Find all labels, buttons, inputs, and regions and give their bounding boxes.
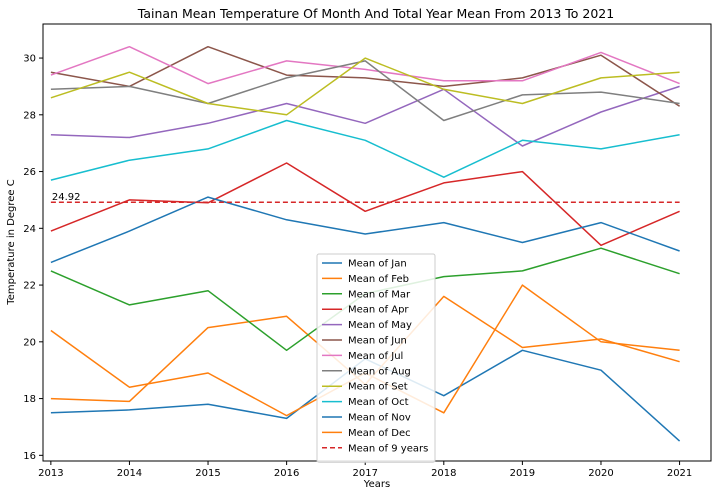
- legend-label: Mean of Aug: [348, 366, 411, 377]
- y-tick-label: 16: [23, 451, 36, 462]
- legend-label: Mean of Jul: [348, 351, 403, 362]
- legend-label: Mean of Feb: [348, 274, 409, 285]
- x-tick-label: 2019: [510, 468, 535, 479]
- x-tick-label: 2017: [352, 468, 377, 479]
- legend-label: Mean of Apr: [348, 305, 409, 316]
- y-tick-label: 28: [23, 110, 36, 121]
- y-tick-label: 30: [23, 54, 36, 65]
- legend: Mean of Jan Mean of Feb Mean of Mar Mean of…: [316, 253, 436, 463]
- series-line-8: [50, 60, 680, 122]
- x-tick-label: 2021: [667, 468, 692, 479]
- x-tick-label: 2014: [117, 468, 142, 479]
- legend-label: Mean of Dec: [348, 428, 411, 439]
- y-axis-label: Temperature in Degree C: [6, 179, 17, 305]
- legend-label: Mean of Set: [348, 382, 408, 393]
- y-tick-label: 18: [23, 394, 36, 405]
- chart-title: Tainan Mean Temperature Of Month And Tot…: [137, 6, 614, 21]
- x-tick-label: 2020: [588, 468, 613, 479]
- annotation-label: 24.92: [52, 192, 81, 203]
- legend-box: [316, 253, 436, 463]
- legend-label: Mean of Oct: [348, 397, 409, 408]
- x-tick-label: 2013: [38, 468, 63, 479]
- x-tick-label: 2015: [195, 468, 220, 479]
- series-line-4: [50, 162, 680, 247]
- legend-label: Mean of Jun: [348, 336, 407, 347]
- x-axis-label: Years: [363, 479, 390, 490]
- legend-label: Mean of May: [348, 320, 412, 331]
- y-tick-label: 20: [23, 337, 36, 348]
- x-tick-label: 2018: [431, 468, 456, 479]
- series-line-10: [50, 119, 680, 181]
- y-tick-label: 26: [23, 167, 36, 178]
- legend-label: Mean of Jan: [348, 259, 407, 270]
- series-line-7: [50, 45, 680, 85]
- x-tick-label: 2016: [274, 468, 299, 479]
- series-line-11: [50, 196, 680, 264]
- y-tick-label: 24: [23, 224, 36, 235]
- legend-label: Mean of 9 years: [348, 443, 428, 454]
- y-tick-label: 22: [23, 281, 36, 292]
- legend-label: Mean of Nov: [348, 413, 411, 424]
- series-line-9: [50, 57, 680, 116]
- series-line-6: [50, 45, 681, 107]
- series-line-5: [50, 85, 680, 147]
- legend-label: Mean of Mar: [348, 289, 411, 300]
